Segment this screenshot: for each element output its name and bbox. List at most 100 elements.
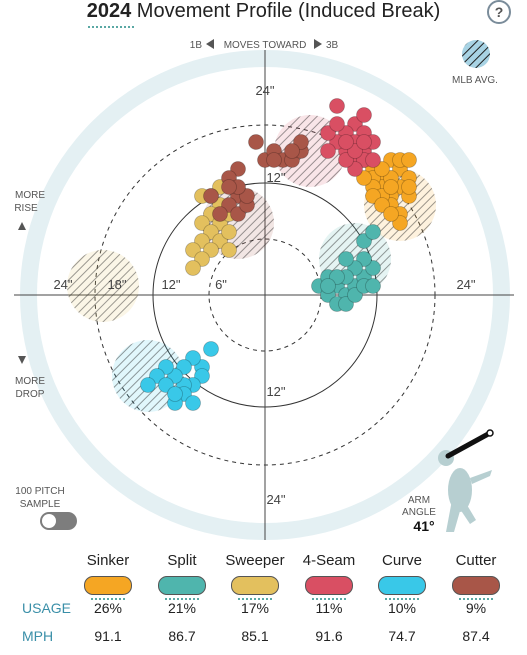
point-cutter-0[interactable]	[248, 134, 264, 150]
pitch-points	[140, 98, 417, 411]
pitcher-figure-icon	[438, 429, 494, 532]
arm-angle-label-line2: ANGLE	[402, 507, 436, 518]
legend-sweeper-name: Sweeper	[225, 552, 285, 569]
point-sinker-24[interactable]	[383, 206, 399, 222]
point-sweeper-11[interactable]	[221, 224, 237, 240]
point-sweeper-16[interactable]	[185, 260, 201, 276]
point-sweeper-15[interactable]	[221, 242, 237, 258]
legend-curve-name: Curve	[381, 552, 422, 569]
point-cutter-17[interactable]	[203, 188, 219, 204]
ring-label-left-6: 6"	[215, 277, 227, 292]
point-curve-15[interactable]	[167, 386, 183, 402]
usage-4-seam: 11%	[315, 600, 343, 616]
legend-sweeper-dots	[238, 598, 272, 600]
legend-split-dots	[165, 598, 199, 600]
legend-sweeper-pill[interactable]	[231, 576, 279, 595]
legend-curve-dots	[385, 598, 419, 600]
usage-curve: 10%	[387, 600, 417, 616]
more-drop-label-line1: MORE	[15, 376, 45, 387]
page-title: 2024 Movement Profile (Induced Break)	[0, 0, 527, 23]
more-drop-label-line2: DROP	[16, 389, 45, 400]
title-text: Movement Profile (Induced Break)	[136, 0, 441, 22]
more-rise-label-line2: RISE	[14, 203, 38, 214]
mph-split: 86.7	[168, 628, 196, 644]
direction-left-label: 1B	[190, 40, 203, 51]
legend-item-split[interactable]: Split	[142, 552, 222, 600]
legend-curve-pill[interactable]	[378, 576, 426, 595]
arrow-left-icon	[206, 39, 214, 49]
more-rise-label-line1: MORE	[15, 190, 45, 201]
ring-label-top-12: 12"	[266, 170, 285, 185]
point-4-seam-17[interactable]	[365, 152, 381, 168]
legend-cutter-dots	[459, 598, 493, 600]
legend-4-seam-dots	[312, 598, 346, 600]
mlb-avg-hatch	[462, 40, 490, 68]
point-4-seam-14[interactable]	[320, 143, 336, 159]
point-4-seam-15[interactable]	[356, 107, 372, 123]
legend-item-sweeper[interactable]: Sweeper	[215, 552, 295, 600]
point-sinker-12[interactable]	[401, 152, 417, 168]
year-underline	[88, 26, 134, 28]
mph-sweeper: 85.1	[241, 628, 269, 644]
ring-label-right-24: 24"	[456, 277, 475, 292]
sample-label-line2: SAMPLE	[20, 499, 61, 510]
mph-row-label: MPH	[22, 628, 54, 644]
usage-cutter: 9%	[465, 600, 487, 616]
ring-label-left-12: 12"	[161, 277, 180, 292]
legend-sinker-dots	[91, 598, 125, 600]
mph-sinker: 91.1	[94, 628, 122, 644]
point-split-16[interactable]	[365, 278, 381, 294]
point-4-seam-16[interactable]	[329, 116, 345, 132]
sample-label-line1: 100 PITCH	[15, 486, 64, 497]
ring-label-bottom-12: 12"	[266, 384, 285, 399]
legend-item-cutter[interactable]: Cutter	[436, 552, 516, 600]
point-4-seam-19[interactable]	[338, 134, 354, 150]
direction-middle-label: MOVES TOWARD	[224, 40, 307, 51]
mph-4-seam: 91.6	[315, 628, 343, 644]
point-split-20[interactable]	[320, 278, 336, 294]
usage-sweeper: 17%	[240, 600, 270, 616]
legend-sinker-pill[interactable]	[84, 576, 132, 595]
mlb-avg-hatch-curve	[112, 340, 184, 412]
point-4-seam-20[interactable]	[356, 134, 372, 150]
arrow-up-icon	[18, 222, 26, 230]
mph-cutter: 87.4	[462, 628, 490, 644]
legend-split-name: Split	[167, 552, 197, 569]
point-cutter-15[interactable]	[284, 143, 300, 159]
point-curve-12[interactable]	[185, 395, 201, 411]
legend-sinker-name: Sinker	[86, 552, 130, 569]
point-cutter-12[interactable]	[212, 206, 228, 222]
arm-angle-value: 41°	[413, 518, 434, 534]
point-curve-0[interactable]	[203, 341, 219, 357]
mlb-avg-hatch-sweeper	[67, 250, 139, 322]
arm-angle-label-line1: ARM	[408, 495, 430, 506]
usage-split: 21%	[167, 600, 197, 616]
legend-item-curve[interactable]: Curve	[362, 552, 442, 600]
arrow-right-icon	[314, 39, 322, 49]
usage-row-label: USAGE	[22, 600, 72, 616]
point-cutter-19[interactable]	[221, 179, 237, 195]
help-icon[interactable]: ?	[487, 0, 511, 24]
ring-label-bottom-24: 24"	[266, 492, 285, 507]
point-split-18[interactable]	[365, 224, 381, 240]
mlb-avg-label: MLB AVG.	[452, 75, 498, 86]
point-cutter-16[interactable]	[266, 152, 282, 168]
ring-label-left-24: 24"	[53, 277, 72, 292]
legend-4-seam-name: 4-Seam	[302, 552, 356, 569]
sample-toggle-knob[interactable]	[42, 514, 56, 528]
point-split-19[interactable]	[338, 251, 354, 267]
title-year: 2024	[86, 0, 132, 22]
ring-label-left-18: 18"	[107, 277, 126, 292]
legend-split-pill[interactable]	[158, 576, 206, 595]
legend-4-seam-pill[interactable]	[305, 576, 353, 595]
legend-item-sinker[interactable]: Sinker	[68, 552, 148, 600]
arrow-down-icon	[18, 356, 26, 364]
point-sinker-20[interactable]	[383, 179, 399, 195]
point-curve-10[interactable]	[140, 377, 156, 393]
point-4-seam-0[interactable]	[329, 98, 345, 114]
legend-cutter-pill[interactable]	[452, 576, 500, 595]
point-sinker-25[interactable]	[401, 179, 417, 195]
legend-item-4-seam[interactable]: 4-Seam	[289, 552, 369, 600]
mph-curve: 74.7	[388, 628, 416, 644]
